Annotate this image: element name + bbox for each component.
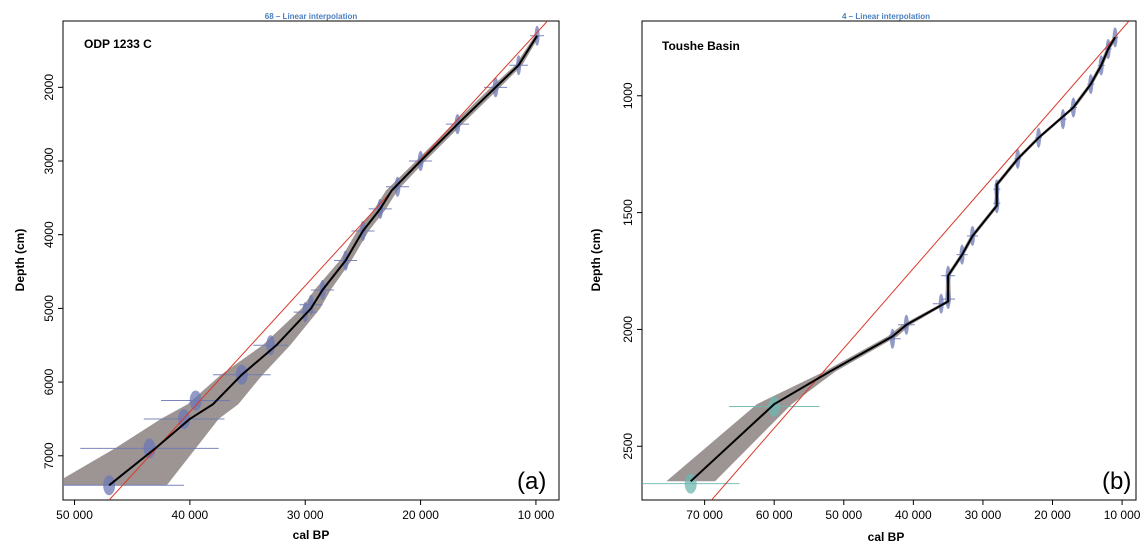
panel-a-x-tick-label-0: 50 000	[56, 508, 93, 522]
panel-b-date-marker-17	[768, 396, 781, 417]
panel-a-x-tick-label-2: 30 000	[287, 508, 324, 522]
panel-b-subtitle: 4 – Linear interpolation	[842, 12, 930, 21]
panel-b-reference-line	[711, 21, 1130, 500]
panel-b-x-tick-label-6: 10 000	[1104, 508, 1141, 522]
panel-b-x-tick-label-3: 40 000	[895, 508, 932, 522]
panel-b-uncertainty-envelope	[666, 37, 1118, 482]
panel-b-x-tick-label-0: 70 000	[686, 508, 723, 522]
panel-b-site-label: Toushe Basin	[662, 39, 740, 53]
panel-a-x-axis-label: cal BP	[293, 528, 330, 542]
panel-a-date-marker-12	[266, 335, 275, 356]
panel-a: 68 – Linear interpolation ODP 1233 C (a)…	[13, 12, 560, 542]
panel-a-y-tick-label-1: 3000	[42, 147, 56, 174]
panel-b-x-axis: 70 000 60 000 50 000 40 000 30 000 20 000 10 0…	[686, 500, 1141, 522]
panel-b-letter: (b)	[1102, 468, 1131, 495]
panel-b-y-axis: 1000 1500 2000 2500	[621, 82, 642, 460]
panel-a-reference-line	[108, 21, 548, 500]
panel-a-marks	[63, 21, 548, 500]
panel-b-x-tick-label-4: 30 000	[965, 508, 1002, 522]
panel-b-date-marker-16	[889, 328, 895, 349]
panel-b-marks	[642, 21, 1130, 500]
panel-a-x-tick-label-4: 10 000	[518, 508, 555, 522]
panel-b-date-marker-5	[1060, 109, 1066, 130]
panel-b-y-tick-label-2: 2000	[621, 316, 635, 343]
panel-b-y-tick-label-0: 1000	[621, 82, 635, 109]
panel-b-model-line	[690, 36, 1116, 483]
panel-b-x-tick-label-5: 20 000	[1034, 508, 1071, 522]
panel-a-letter: (a)	[517, 468, 546, 495]
panel-b-x-axis-label: cal BP	[868, 530, 905, 544]
panel-a-uncertainty-envelope	[63, 35, 540, 486]
panel-a-x-tick-label-1: 40 000	[172, 508, 209, 522]
panel-b-plot-frame	[641, 20, 1137, 501]
panel-b-x-tick-label-1: 60 000	[756, 508, 793, 522]
panel-a-model-line	[108, 35, 538, 487]
panel-a-x-axis: 50 000 40 000 30 000 20 000 10 000	[56, 500, 555, 522]
panel-b-y-tick-label-3: 2500	[621, 433, 635, 460]
panel-a-x-tick-label-3: 20 000	[402, 508, 439, 522]
panel-b-date-marker-14	[938, 293, 944, 314]
panel-a-y-tick-label-2: 4000	[42, 221, 56, 248]
panel-a-y-axis-label: Depth (cm)	[13, 229, 27, 292]
panel-a-y-tick-label-0: 2000	[42, 74, 56, 101]
panel-b: 4 – Linear interpolation Toushe Basin (b…	[589, 12, 1141, 544]
panel-a-site-label: ODP 1233 C	[84, 37, 152, 51]
panel-a-date-marker-14	[189, 390, 202, 411]
panel-b-x-tick-label-2: 50 000	[825, 508, 862, 522]
panel-a-y-tick-label-4: 6000	[42, 368, 56, 395]
panel-a-plot-frame	[62, 20, 560, 501]
panel-a-y-tick-label-3: 5000	[42, 295, 56, 322]
panel-b-y-axis-label: Depth (cm)	[589, 229, 603, 292]
panel-a-y-axis: 2000 3000 4000 5000 6000 7000	[42, 74, 63, 469]
panel-a-subtitle: 68 – Linear interpolation	[265, 12, 358, 21]
panel-a-y-tick-label-5: 7000	[42, 442, 56, 469]
panel-a-date-marker-15	[178, 408, 191, 429]
panel-b-y-tick-label-1: 1500	[621, 199, 635, 226]
panel-a-date-marker-16	[143, 438, 156, 459]
